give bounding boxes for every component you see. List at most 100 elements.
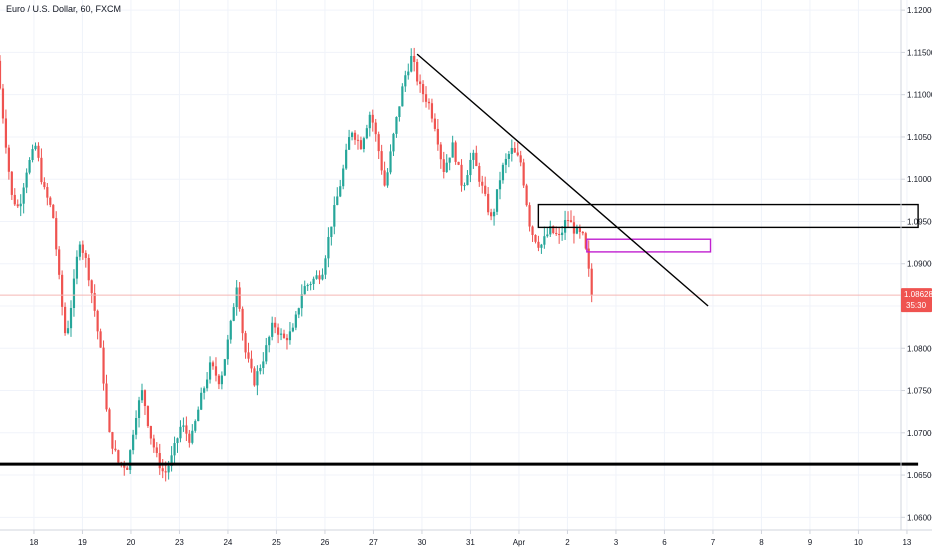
candle-up (256, 371, 259, 386)
trendline[interactable] (416, 53, 709, 307)
candle-down (569, 220, 573, 223)
candle-down (52, 204, 55, 219)
candle-down (566, 220, 570, 222)
candle-down (114, 448, 117, 451)
candle-down (522, 162, 525, 186)
candle-down (484, 185, 487, 194)
candle-up (170, 455, 173, 466)
x-axis[interactable]: 18 19 20 23 24 25 26 27 30 31 Apr 2 3 6 7 8 9 10 13 (29, 530, 912, 547)
chart-title: Euro / U.S. Dollar, 60, FXCM (6, 4, 121, 14)
candle-down (1, 88, 5, 119)
y-tick-label: 1.10500 (907, 133, 932, 142)
candle-up (197, 409, 200, 422)
y-tick-label: 1.06000 (907, 513, 932, 522)
candle-up (445, 162, 448, 172)
x-tick-label: 27 (369, 538, 378, 547)
candle-up (350, 132, 354, 138)
candle-up (132, 434, 135, 451)
candle-up (501, 164, 505, 181)
candle-down (214, 366, 218, 376)
candle-down (211, 362, 215, 367)
candle-down (584, 233, 587, 249)
candle-down (587, 248, 590, 269)
x-tick-label: 6 (662, 538, 667, 547)
candle-down (188, 433, 191, 443)
candle-up (472, 152, 475, 160)
candle-down (460, 164, 463, 186)
candle-up (398, 106, 401, 118)
candle-down (552, 226, 555, 233)
candle-up (179, 426, 182, 439)
candle-up (262, 361, 265, 368)
x-tick-label: 9 (808, 538, 813, 547)
candle-down (81, 244, 84, 253)
candle-down (7, 147, 10, 172)
candle-up (451, 142, 454, 158)
x-tick-label: 7 (711, 538, 716, 547)
candle-down (285, 337, 289, 341)
candle-up (401, 86, 404, 107)
candle-up (561, 232, 564, 236)
candle-up (466, 175, 469, 186)
candle-up (229, 320, 232, 340)
candle-down (442, 159, 445, 172)
candle-up (330, 226, 333, 237)
candle-down (241, 308, 244, 334)
candle-down (516, 152, 519, 156)
candle-down (558, 233, 561, 236)
candle-up (288, 331, 292, 341)
candle-down (534, 235, 537, 242)
candle-up (546, 234, 549, 237)
candle-down (49, 197, 52, 205)
candle-down (490, 212, 493, 217)
x-tick-label: 24 (223, 538, 232, 547)
candle-up (176, 438, 179, 444)
candle-down (40, 157, 43, 183)
candle-up (294, 314, 297, 328)
candle-down (143, 390, 147, 407)
candle-down (439, 144, 442, 160)
candle-up (191, 430, 194, 443)
candle-up (392, 133, 395, 152)
candle-down (380, 151, 383, 171)
candle-down (374, 122, 377, 135)
candle-down (424, 94, 428, 102)
candle-down (61, 274, 64, 307)
candle-down (419, 81, 422, 85)
candle-up (549, 226, 552, 235)
candle-up (362, 138, 365, 150)
candle-up (575, 227, 579, 234)
candle-up (348, 137, 351, 150)
candle-down (247, 352, 250, 359)
candle-down (96, 310, 99, 332)
x-tick-label: 3 (614, 538, 619, 547)
candle-up (300, 294, 303, 309)
candle-up (386, 172, 389, 186)
candle-down (37, 145, 40, 158)
candle-up (129, 450, 132, 470)
candle-up (34, 145, 37, 150)
y-tick-label: 1.06500 (907, 471, 932, 480)
candle-up (223, 359, 226, 376)
candle-up (297, 308, 300, 315)
candle-down (105, 383, 108, 410)
candle-down (16, 204, 19, 207)
candle-down (126, 467, 129, 470)
drawings[interactable] (0, 53, 919, 466)
candle-down (99, 331, 102, 348)
candle-up (315, 275, 318, 279)
candle-down (427, 101, 431, 104)
candle-up (492, 211, 496, 217)
x-tick-label: 8 (759, 538, 764, 547)
candle-up (31, 149, 34, 161)
magenta-zone-box[interactable] (586, 238, 712, 253)
candle-up (75, 256, 79, 279)
y-tick-label: 1.09500 (907, 217, 932, 226)
candle-up (365, 128, 368, 139)
candle-up (72, 278, 76, 309)
candle-up (291, 327, 294, 332)
resistance-box[interactable] (537, 203, 919, 229)
candle-down (413, 56, 416, 62)
